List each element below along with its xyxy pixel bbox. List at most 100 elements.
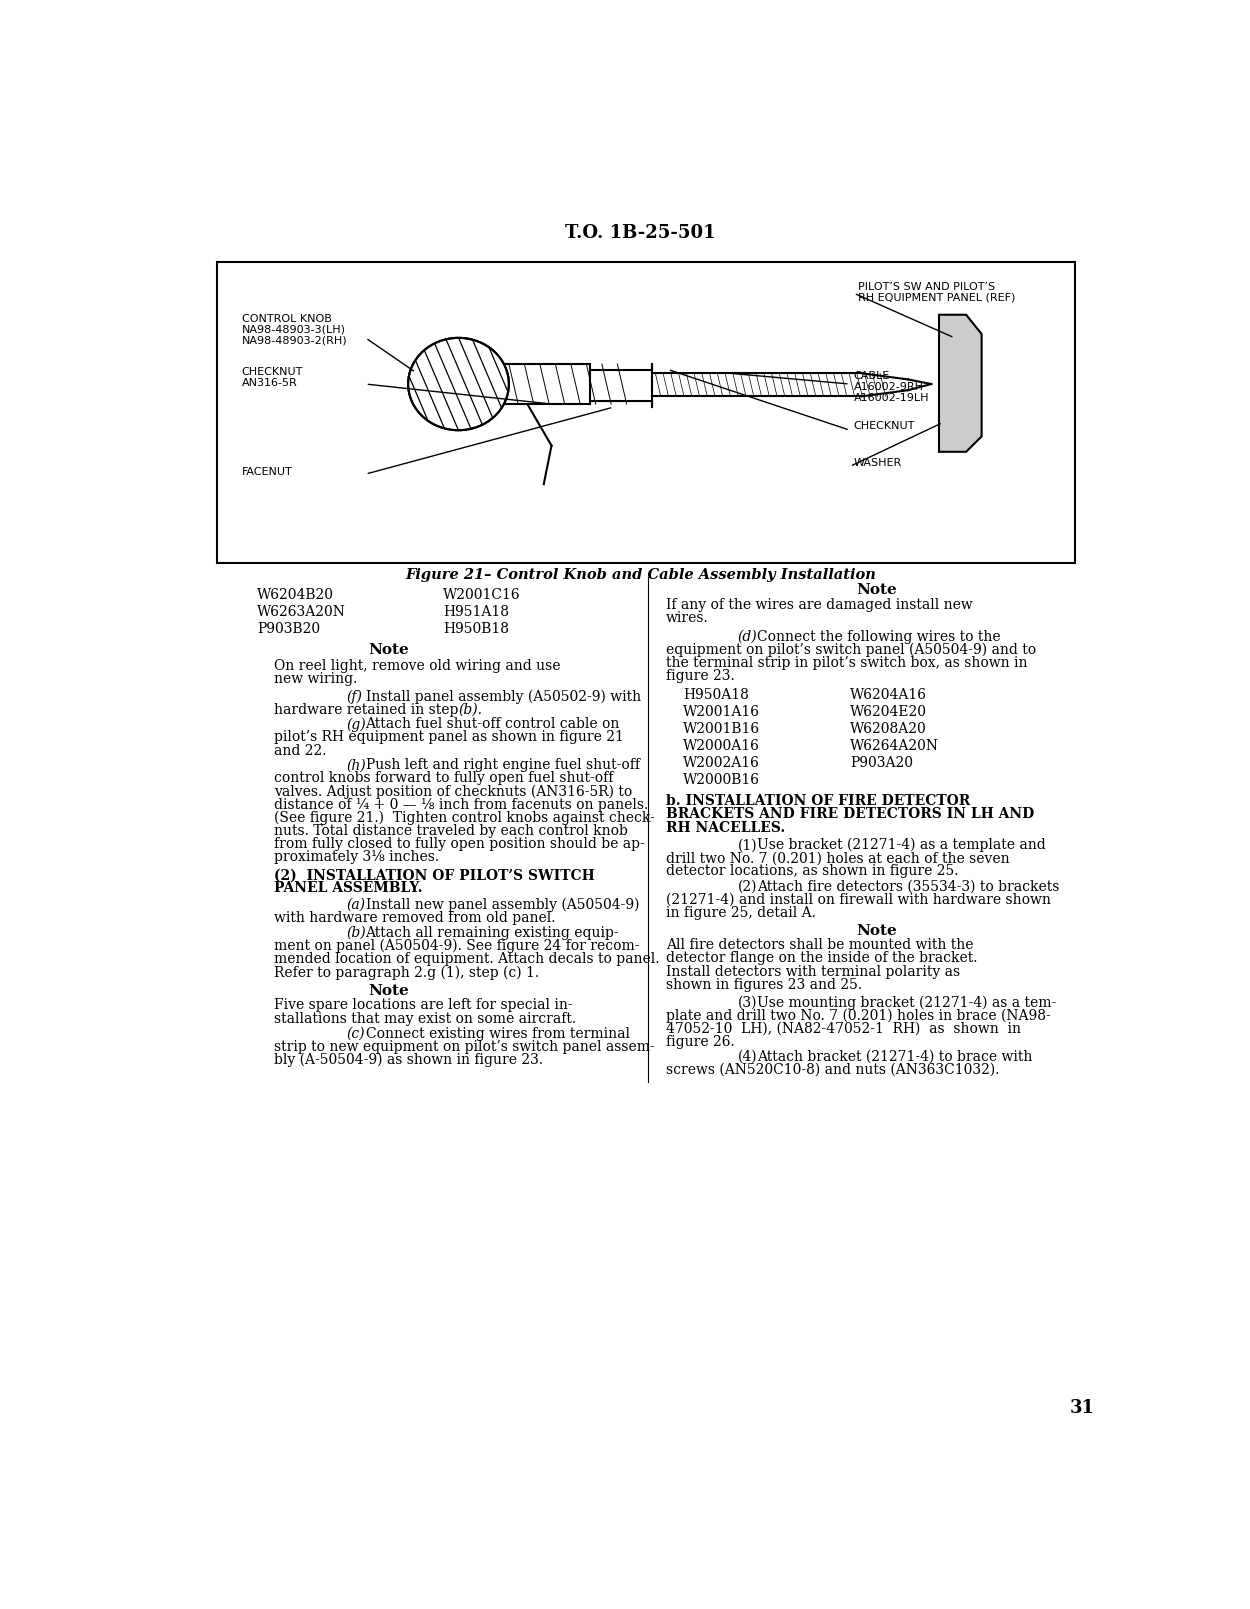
- Text: stallations that may exist on some aircraft.: stallations that may exist on some aircr…: [274, 1012, 576, 1025]
- Text: Note: Note: [856, 924, 898, 938]
- Text: H951A18: H951A18: [442, 605, 509, 619]
- Text: pilot’s RH equipment panel as shown in figure 21: pilot’s RH equipment panel as shown in f…: [274, 730, 624, 745]
- Text: b. INSTALLATION OF FIRE DETECTOR: b. INSTALLATION OF FIRE DETECTOR: [666, 795, 970, 808]
- Text: Five spare locations are left for special in-: Five spare locations are left for specia…: [274, 999, 572, 1012]
- Text: If any of the wires are damaged install new: If any of the wires are damaged install …: [666, 599, 972, 611]
- Text: P903B20: P903B20: [258, 623, 320, 636]
- Text: CHECKNUT: CHECKNUT: [241, 367, 302, 377]
- Text: (See figure 21.)  Tighten control knobs against check-: (See figure 21.) Tighten control knobs a…: [274, 811, 655, 825]
- Text: FACENUT: FACENUT: [241, 467, 292, 476]
- Text: (b): (b): [346, 927, 366, 940]
- Text: bly (A-50504-9) as shown in figure 23.: bly (A-50504-9) as shown in figure 23.: [274, 1052, 544, 1067]
- Text: W6204B20: W6204B20: [258, 587, 334, 602]
- Text: W6264A20N: W6264A20N: [850, 739, 939, 753]
- Text: W2002A16: W2002A16: [684, 756, 760, 769]
- Text: Note: Note: [856, 584, 898, 597]
- Text: Figure 21– Control Knob and Cable Assembly Installation: Figure 21– Control Knob and Cable Assemb…: [405, 568, 876, 582]
- Text: PILOT’S SW AND PILOT’S: PILOT’S SW AND PILOT’S: [858, 282, 995, 291]
- Text: (a): (a): [346, 898, 365, 912]
- Text: A16002-19LH: A16002-19LH: [854, 393, 929, 402]
- Polygon shape: [939, 315, 981, 452]
- Text: 31: 31: [1070, 1400, 1095, 1418]
- Text: W6204A16: W6204A16: [850, 689, 928, 702]
- Text: (d): (d): [738, 629, 758, 644]
- Text: H950A18: H950A18: [684, 689, 749, 702]
- Text: strip to new equipment on pilot’s switch panel assem-: strip to new equipment on pilot’s switch…: [274, 1039, 655, 1054]
- Text: W6208A20: W6208A20: [850, 722, 926, 735]
- Text: mended location of equipment. Attach decals to panel.: mended location of equipment. Attach dec…: [274, 953, 660, 967]
- Text: T.O. 1B-25-501: T.O. 1B-25-501: [565, 224, 716, 241]
- Text: valves. Adjust position of checknuts (AN316-5R) to: valves. Adjust position of checknuts (AN…: [274, 784, 632, 798]
- Text: equipment on pilot’s switch panel (A50504-9) and to: equipment on pilot’s switch panel (A5050…: [666, 642, 1036, 656]
- Text: (4): (4): [738, 1051, 758, 1064]
- Text: W2001B16: W2001B16: [684, 722, 760, 735]
- Text: RH EQUIPMENT PANEL (REF): RH EQUIPMENT PANEL (REF): [858, 293, 1015, 302]
- Text: BRACKETS AND FIRE DETECTORS IN LH AND: BRACKETS AND FIRE DETECTORS IN LH AND: [666, 808, 1035, 822]
- Text: (3): (3): [738, 996, 758, 1009]
- Text: H950B18: H950B18: [442, 623, 509, 636]
- Text: screws (AN520C10-8) and nuts (AN363C1032).: screws (AN520C10-8) and nuts (AN363C1032…: [666, 1064, 1000, 1076]
- Text: new wiring.: new wiring.: [274, 673, 358, 685]
- Text: CHECKNUT: CHECKNUT: [854, 422, 915, 431]
- Text: Note: Note: [369, 644, 409, 658]
- Text: CONTROL KNOB: CONTROL KNOB: [241, 314, 331, 323]
- Text: (c): (c): [346, 1027, 365, 1041]
- Text: Use mounting bracket (21271-4) as a tem-: Use mounting bracket (21271-4) as a tem-: [758, 994, 1056, 1009]
- Text: Attach fire detectors (35534-3) to brackets: Attach fire detectors (35534-3) to brack…: [758, 880, 1059, 895]
- Text: P903A20: P903A20: [850, 756, 912, 769]
- Text: (g): (g): [346, 718, 366, 732]
- Text: Note: Note: [369, 983, 409, 998]
- Text: Attach fuel shut-off control cable on: Attach fuel shut-off control cable on: [365, 718, 620, 732]
- Text: RH NACELLES.: RH NACELLES.: [666, 821, 785, 835]
- Text: in figure 25, detail A.: in figure 25, detail A.: [666, 906, 816, 920]
- Text: NA98-48903-2(RH): NA98-48903-2(RH): [241, 335, 348, 346]
- Text: Install new panel assembly (A50504-9): Install new panel assembly (A50504-9): [365, 898, 639, 912]
- Text: Push left and right engine fuel shut-off: Push left and right engine fuel shut-off: [365, 758, 640, 772]
- Text: All fire detectors shall be mounted with the: All fire detectors shall be mounted with…: [666, 938, 974, 953]
- Text: WASHER: WASHER: [854, 457, 902, 468]
- Text: A16002-9RH: A16002-9RH: [854, 381, 924, 393]
- Text: (h): (h): [346, 758, 366, 772]
- Text: Install panel assembly (A50502-9) with: Install panel assembly (A50502-9) with: [365, 690, 641, 703]
- Text: wires.: wires.: [666, 611, 709, 626]
- Text: distance of ¼ + 0 — ⅛ inch from facenuts on panels.: distance of ¼ + 0 — ⅛ inch from facenuts…: [274, 798, 649, 811]
- Text: NA98-48903-3(LH): NA98-48903-3(LH): [241, 325, 345, 335]
- Ellipse shape: [408, 338, 509, 430]
- Text: Install detectors with terminal polarity as: Install detectors with terminal polarity…: [666, 964, 960, 978]
- Text: from fully closed to fully open position should be ap-: from fully closed to fully open position…: [274, 837, 645, 851]
- Text: ment on panel (A50504-9). See figure 24 for recom-: ment on panel (A50504-9). See figure 24 …: [274, 940, 640, 954]
- Text: CABLE: CABLE: [854, 372, 890, 381]
- Text: drill two No. 7 (0.201) holes at each of the seven: drill two No. 7 (0.201) holes at each of…: [666, 851, 1010, 866]
- Text: shown in figures 23 and 25.: shown in figures 23 and 25.: [666, 978, 862, 991]
- Text: Connect the following wires to the: Connect the following wires to the: [758, 629, 1000, 644]
- Text: (f): (f): [346, 690, 362, 703]
- Text: hardware retained in step: hardware retained in step: [274, 703, 462, 716]
- Text: proximately 3⅛ inches.: proximately 3⅛ inches.: [274, 850, 439, 864]
- Text: nuts. Total distance traveled by each control knob: nuts. Total distance traveled by each co…: [274, 824, 628, 838]
- Text: with hardware removed from old panel.: with hardware removed from old panel.: [274, 911, 555, 925]
- Text: W2000A16: W2000A16: [684, 739, 760, 753]
- Text: W6263A20N: W6263A20N: [258, 605, 346, 619]
- Text: (1): (1): [738, 838, 758, 853]
- Text: 47052-10  LH), (NA82-47052-1  RH)  as  shown  in: 47052-10 LH), (NA82-47052-1 RH) as shown…: [666, 1022, 1021, 1036]
- Text: On reel light, remove old wiring and use: On reel light, remove old wiring and use: [274, 658, 560, 673]
- Text: Attach all remaining existing equip-: Attach all remaining existing equip-: [365, 927, 619, 940]
- Text: W2000B16: W2000B16: [684, 772, 760, 787]
- Text: plate and drill two No. 7 (0.201) holes in brace (NA98-: plate and drill two No. 7 (0.201) holes …: [666, 1009, 1051, 1023]
- Text: figure 26.: figure 26.: [666, 1035, 735, 1049]
- Text: and 22.: and 22.: [274, 743, 326, 758]
- Text: W6204E20: W6204E20: [850, 705, 928, 719]
- Text: AN316-5R: AN316-5R: [241, 378, 298, 388]
- Text: detector locations, as shown in figure 25.: detector locations, as shown in figure 2…: [666, 864, 959, 879]
- Text: Use bracket (21271-4) as a template and: Use bracket (21271-4) as a template and: [758, 838, 1045, 853]
- Text: (21271-4) and install on firewall with hardware shown: (21271-4) and install on firewall with h…: [666, 893, 1051, 907]
- Text: the terminal strip in pilot’s switch box, as shown in: the terminal strip in pilot’s switch box…: [666, 656, 1028, 669]
- Text: Attach bracket (21271-4) to brace with: Attach bracket (21271-4) to brace with: [758, 1051, 1032, 1064]
- Text: Connect existing wires from terminal: Connect existing wires from terminal: [365, 1027, 630, 1041]
- Text: W2001C16: W2001C16: [442, 587, 521, 602]
- Text: Refer to paragraph 2.g (1), step (c) 1.: Refer to paragraph 2.g (1), step (c) 1.: [274, 965, 539, 980]
- Text: W2001A16: W2001A16: [684, 705, 760, 719]
- Text: detector flange on the inside of the bracket.: detector flange on the inside of the bra…: [666, 951, 978, 965]
- Text: (b).: (b).: [459, 703, 482, 716]
- Text: PANEL ASSEMBLY.: PANEL ASSEMBLY.: [274, 882, 422, 895]
